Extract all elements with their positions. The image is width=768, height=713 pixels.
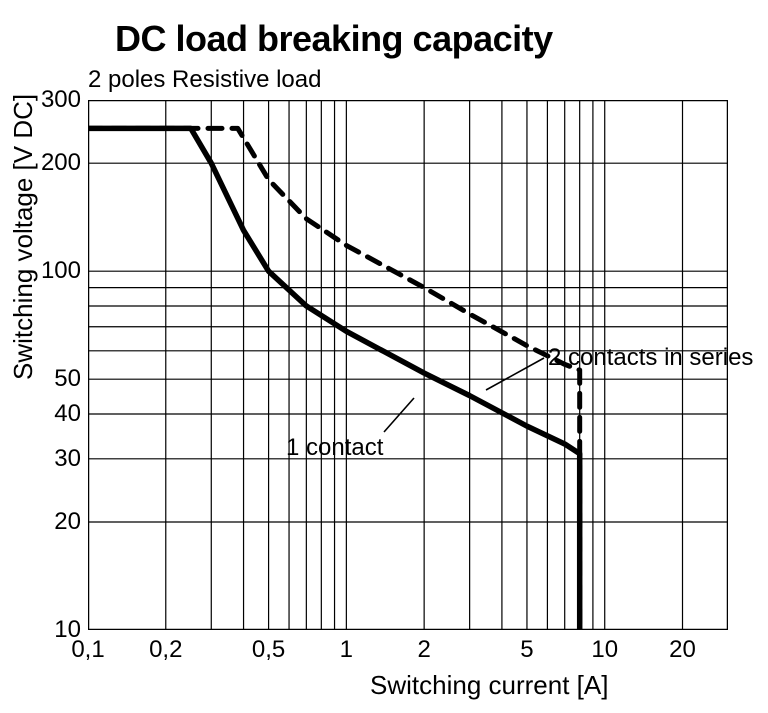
x-tick-label: 5 <box>520 636 533 664</box>
x-axis-label: Switching current [A] <box>370 670 608 701</box>
y-tick-label: 30 <box>33 445 81 473</box>
chart-subtitle: 2 poles Resistive load <box>88 66 321 94</box>
chart-root: { "chart": { "type": "line-loglog", "tit… <box>0 0 768 713</box>
x-tick-label: 2 <box>417 636 430 664</box>
y-tick-label: 200 <box>33 149 81 177</box>
y-tick-label: 50 <box>33 365 81 393</box>
x-tick-label: 1 <box>340 636 353 664</box>
y-axis-label: Switching voltage [V DC] <box>8 94 39 380</box>
annotation-label: 1 contact <box>286 434 383 462</box>
x-tick-label: 0,1 <box>71 636 104 664</box>
y-tick-label: 40 <box>33 400 81 428</box>
chart-title: DC load breaking capacity <box>115 18 553 60</box>
x-tick-label: 0,5 <box>252 636 285 664</box>
y-tick-label: 20 <box>33 508 81 536</box>
y-tick-label: 100 <box>33 257 81 285</box>
x-tick-label: 20 <box>669 636 696 664</box>
x-tick-label: 0,2 <box>149 636 182 664</box>
y-tick-label: 300 <box>33 86 81 114</box>
x-tick-label: 10 <box>591 636 618 664</box>
annotation-label: 2 contacts in series <box>548 344 753 372</box>
